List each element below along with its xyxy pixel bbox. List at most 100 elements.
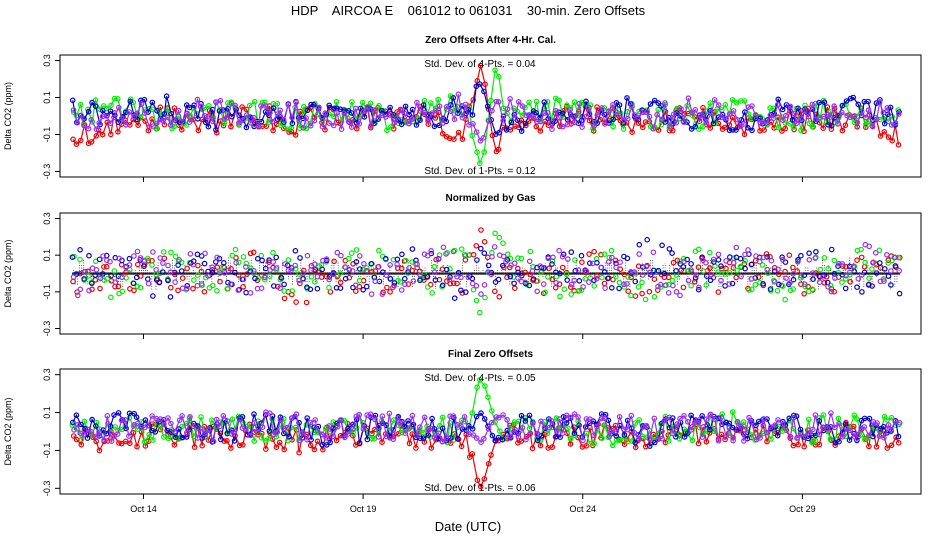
data-point [164, 114, 171, 121]
data-point [591, 440, 598, 447]
data-point [482, 81, 488, 88]
data-point [794, 435, 800, 441]
data-point [707, 125, 714, 131]
series-purple [71, 409, 903, 446]
data-point [602, 285, 608, 291]
data-point [809, 270, 816, 276]
data-point [674, 421, 680, 427]
data-point [518, 438, 525, 444]
data-point [190, 423, 197, 430]
data-point [874, 420, 880, 426]
data-point [703, 259, 709, 266]
data-point [425, 121, 432, 127]
data-point [126, 262, 133, 268]
data-point [221, 270, 228, 276]
reference-point [581, 272, 584, 275]
reference-point [728, 272, 731, 275]
data-point [646, 435, 653, 442]
data-point [591, 432, 597, 439]
data-point [390, 284, 396, 291]
data-point [394, 261, 400, 268]
data-point [538, 418, 544, 425]
data-point [806, 250, 812, 257]
data-point [232, 269, 238, 276]
data-point [629, 103, 635, 110]
data-point [141, 263, 147, 270]
data-point [752, 281, 759, 288]
data-point [417, 108, 423, 114]
data-point [706, 265, 713, 271]
data-point [429, 290, 436, 296]
data-point [398, 287, 405, 293]
data-point [157, 104, 164, 111]
data-point [288, 291, 295, 298]
data-point [827, 436, 834, 442]
reference-point [506, 272, 510, 275]
data-point [896, 419, 903, 426]
reference-point [473, 272, 477, 275]
data-point [851, 113, 858, 119]
data-point [349, 99, 355, 105]
data-point [895, 142, 902, 148]
data-point [141, 110, 148, 116]
reference-point [713, 272, 717, 275]
data-point [333, 437, 340, 444]
data-point [824, 425, 831, 432]
data-point [262, 446, 269, 452]
data-point [658, 103, 664, 109]
data-point [314, 273, 321, 280]
data-point [293, 299, 299, 305]
data-point [567, 414, 574, 421]
data-point [417, 272, 423, 278]
data-point [670, 111, 677, 118]
data-point [81, 431, 87, 438]
reference-point [305, 272, 309, 275]
data-point [100, 253, 106, 259]
data-point [651, 415, 658, 422]
data-point [368, 123, 374, 129]
data-point [228, 445, 234, 451]
data-point [405, 418, 411, 424]
data-point [92, 433, 99, 440]
data-point [262, 437, 269, 444]
data-point [866, 415, 873, 422]
data-point [478, 410, 484, 416]
data-point [741, 98, 748, 104]
data-point [504, 434, 511, 441]
panel-1: Zero Offsets After 4-Hr. Cal.Delta CO2 (… [3, 35, 922, 182]
data-point [518, 128, 525, 134]
data-point [259, 257, 265, 264]
reference-point [833, 272, 837, 275]
data-point [612, 273, 619, 280]
data-point [330, 271, 337, 278]
plot-frame [59, 368, 922, 495]
data-point [624, 115, 631, 122]
data-point [680, 119, 687, 125]
reference-point [810, 272, 814, 275]
data-point [859, 289, 865, 295]
data-point [842, 122, 849, 129]
data-point [695, 286, 702, 293]
data-point [635, 114, 641, 121]
data-point [601, 415, 608, 422]
data-point [812, 412, 819, 418]
data-point [179, 127, 185, 133]
data-point [345, 255, 352, 262]
data-point [609, 442, 616, 449]
reference-point [165, 272, 168, 275]
data-point [239, 104, 245, 110]
panel-title: Final Zero Offsets [448, 349, 533, 360]
data-point [78, 112, 85, 119]
data-point [571, 119, 578, 126]
data-point [828, 246, 835, 253]
data-point [473, 435, 480, 441]
data-point [544, 430, 551, 437]
data-point [712, 416, 718, 423]
data-point [549, 126, 555, 133]
data-point [723, 115, 729, 122]
data-point [550, 254, 556, 261]
data-point [107, 108, 114, 115]
data-point [567, 107, 573, 113]
data-point [885, 260, 892, 266]
data-point [787, 287, 794, 294]
